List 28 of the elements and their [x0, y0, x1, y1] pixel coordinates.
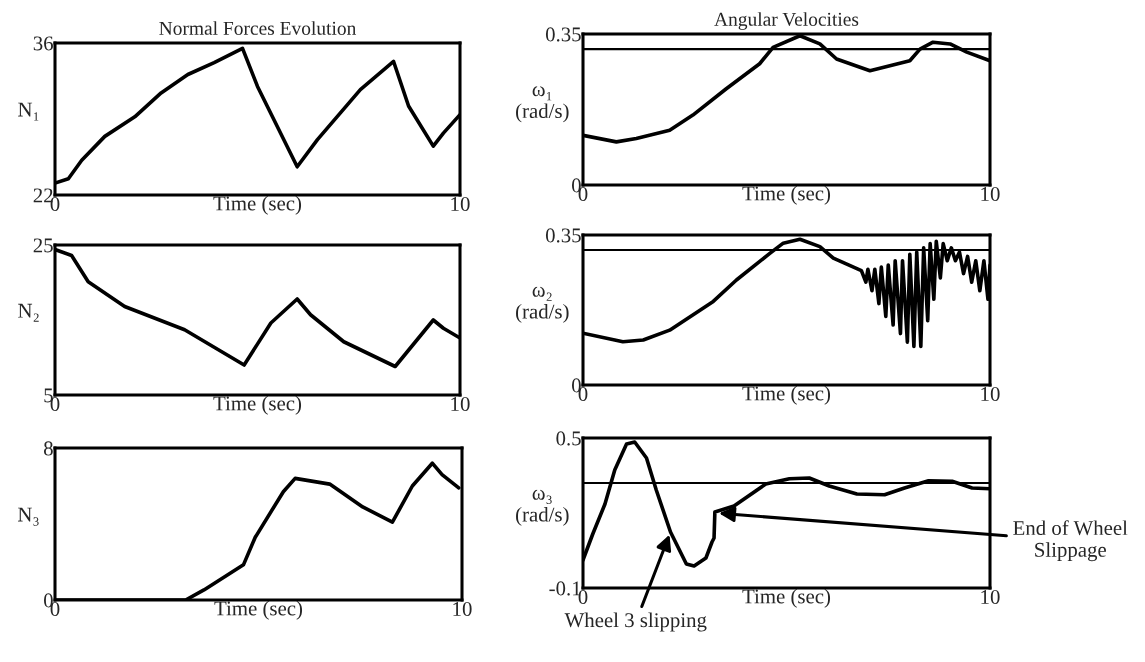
x-axis-title: Time (sec): [213, 395, 302, 415]
y-tick-label: 36: [33, 36, 53, 51]
y-axis-title: N₁: [18, 102, 39, 121]
x-axis-title: Time (sec): [214, 600, 303, 620]
x-tick-label: 10: [451, 396, 470, 412]
y-tick-label: 0.5: [556, 431, 581, 446]
y-axis-title: ω₁ (rad/s): [516, 86, 569, 123]
x-axis-title: Time (sec): [742, 588, 831, 608]
y-axis-title: N₂: [18, 303, 39, 322]
chart-title: Normal Forces Evolution: [159, 21, 357, 35]
x-axis-title: Time (sec): [213, 195, 302, 215]
y-axis-title: ω₃ (rad/s): [516, 489, 569, 526]
chart-title: Angular Velocities: [714, 12, 859, 30]
y-tick-label: 0.35: [545, 228, 581, 243]
x-axis-title: Time (sec): [742, 185, 831, 205]
x-axis-title: Time (sec): [742, 385, 831, 405]
x-tick-label: 10: [451, 196, 470, 212]
x-tick-label: 10: [981, 386, 1000, 402]
y-tick-label: 25: [33, 238, 53, 253]
y-axis-title: N₃: [17, 507, 39, 526]
annotation: Wheel 3 slipping: [564, 612, 707, 632]
x-tick-label: 10: [453, 601, 472, 617]
annotation: End of Wheel Slippage: [1013, 520, 1128, 562]
x-tick-label: 10: [981, 186, 1000, 202]
x-tick-label: 10: [981, 589, 1000, 605]
y-axis-title: ω₂ (rad/s): [516, 286, 569, 323]
y-tick-label: 0.35: [545, 27, 581, 42]
y-tick-label: 8: [43, 441, 53, 456]
